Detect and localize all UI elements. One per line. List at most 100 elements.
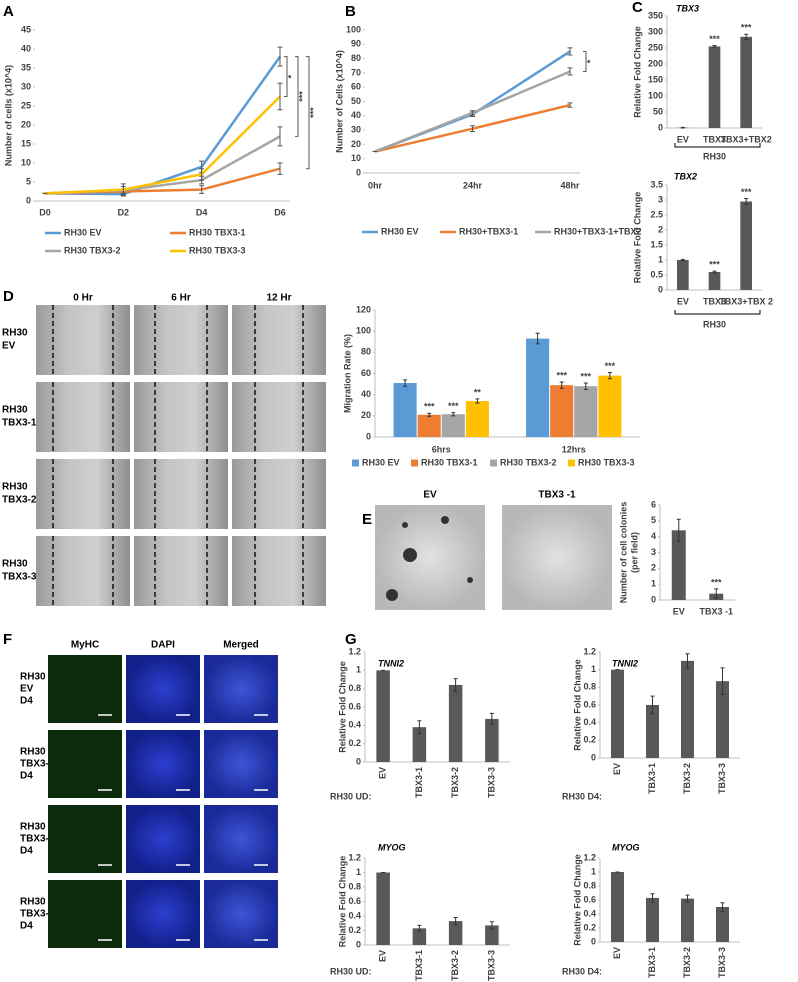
y-tick-label: 60 <box>351 82 361 92</box>
y-tick-label: 0.2 <box>583 922 596 932</box>
y-axis-label: Migration Rate (%) <box>342 334 352 413</box>
bar <box>412 928 427 945</box>
y-tick-label: 45 <box>21 24 31 34</box>
x-tick-label: TBX3+TBX 2 <box>719 296 773 306</box>
y-tick-label: 6 <box>651 499 656 509</box>
y-tick-label: 0.4 <box>583 717 596 727</box>
y-tick-label: 0.2 <box>348 925 361 935</box>
error-bar <box>199 168 205 181</box>
error-bar <box>277 46 283 67</box>
fluorescence-image <box>126 805 200 873</box>
fluorescence-image <box>204 880 278 948</box>
y-axis-label: Relative Fold Change <box>572 659 582 751</box>
error-bar <box>277 162 283 175</box>
y-tick-label: 20 <box>361 410 371 420</box>
error-bar <box>489 921 494 930</box>
bar <box>740 201 752 290</box>
panel-letter: A <box>3 3 14 20</box>
bar <box>671 530 686 600</box>
bar <box>526 338 550 437</box>
bar <box>412 727 427 762</box>
fluorescence-image <box>204 805 278 873</box>
y-tick-label: 0.8 <box>348 683 361 693</box>
error-bar <box>277 126 283 147</box>
y-tick-label: 0.4 <box>583 908 596 918</box>
y-tick-label: 100 <box>346 24 361 34</box>
y-axis-label: Relative Fold Change <box>337 856 347 948</box>
row-label: D4 <box>20 921 33 932</box>
error-bar <box>199 185 205 194</box>
y-tick-label: 0 <box>658 122 663 132</box>
error-bar <box>567 47 573 56</box>
group-label: RH30 D4: <box>562 791 602 801</box>
significance-label: *** <box>297 91 307 102</box>
y-tick-label: 1.5 <box>650 239 663 249</box>
significance-bracket <box>583 50 587 72</box>
y-tick-label: 0.6 <box>583 699 596 709</box>
fluorescence-image <box>48 805 122 873</box>
x-tick-label: 24hr <box>463 180 483 190</box>
y-tick-label: 2 <box>651 563 656 573</box>
chart-title: TNNI2 <box>612 658 638 668</box>
error-bar <box>567 67 573 76</box>
bar <box>611 669 624 758</box>
x-tick-label: EV <box>612 947 622 959</box>
y-tick-label: 40 <box>351 110 361 120</box>
y-tick-label: 30 <box>351 124 361 134</box>
legend-label: RH30 TBX3-1 <box>421 457 478 467</box>
y-tick-label: 3.5 <box>650 179 663 189</box>
row-label: TBX3-1 <box>2 418 37 429</box>
legend-label: RH30 TBX3-2 <box>64 245 121 255</box>
y-tick-label: 1.2 <box>348 852 361 862</box>
error-bar <box>744 33 749 40</box>
y-tick-label: 15 <box>21 138 31 148</box>
row-label: TBX3-3 <box>2 572 37 583</box>
column-header: 6 Hr <box>171 293 191 304</box>
row-label: RH30 <box>20 747 46 758</box>
y-tick-label: 0 <box>356 756 361 766</box>
x-tick-label: TBX3-3 <box>486 950 496 981</box>
column-header: EV <box>423 490 437 501</box>
bar <box>417 414 441 437</box>
x-tick-label: D2 <box>118 207 130 217</box>
bar <box>376 872 390 945</box>
y-axis-label: Relative Fold Change <box>572 854 582 946</box>
bar <box>485 718 499 762</box>
bar <box>574 386 598 437</box>
significance-label: *** <box>424 402 435 412</box>
y-tick-label: 1 <box>591 866 596 876</box>
error-bar <box>535 332 540 345</box>
error-bar <box>417 720 422 735</box>
x-tick-label: TBX3-1 <box>647 763 657 794</box>
y-tick-label: 200 <box>648 58 663 68</box>
fluorescence-image <box>204 655 278 723</box>
panel-letter: C <box>632 0 643 16</box>
y-axis-label: Number of Cells (x10^4) <box>334 50 344 153</box>
chart-title: MYOG <box>612 842 640 852</box>
row-label: RH30 <box>2 559 28 570</box>
y-tick-label: 25 <box>21 100 31 110</box>
group-label: RH30 UD: <box>330 791 372 801</box>
legend-swatch <box>568 459 575 467</box>
y-tick-label: 5 <box>651 515 656 525</box>
y-tick-label: 100 <box>648 90 663 100</box>
row-label: RH30 <box>2 405 28 416</box>
error-bar <box>685 894 690 903</box>
scratch-image <box>36 536 130 606</box>
y-axis-label: (per field) <box>629 532 639 573</box>
colony <box>402 522 408 528</box>
y-tick-label: 0 <box>651 594 656 604</box>
error-bar <box>470 125 475 133</box>
x-tick-label: TBX3-2 <box>450 950 460 981</box>
error-bar <box>650 695 655 715</box>
y-tick-label: 1 <box>356 665 361 675</box>
error-bar <box>744 198 749 205</box>
line <box>374 50 571 153</box>
y-tick-label: 0.8 <box>583 880 596 890</box>
column-header: TBX3 -1 <box>538 490 576 501</box>
chart-title: TNNI2 <box>378 658 404 668</box>
scratch-image <box>232 536 326 606</box>
y-axis-label: Relative Fold Change <box>632 192 642 284</box>
group-label: RH30 D4: <box>562 966 602 976</box>
